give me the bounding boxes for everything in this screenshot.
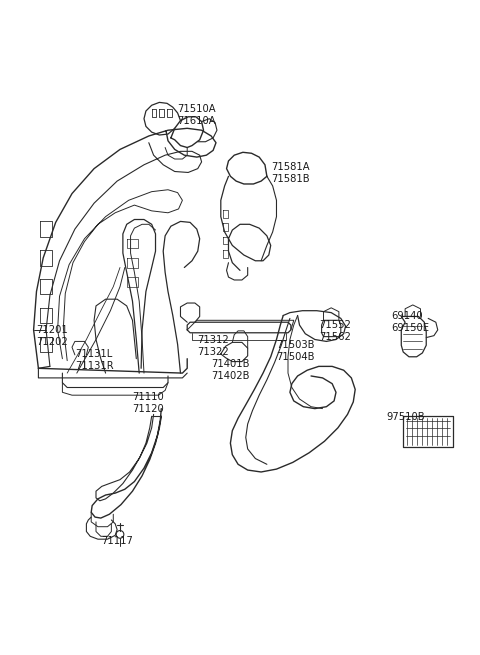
Text: 71552
71562: 71552 71562 xyxy=(319,320,350,343)
Text: 71201
71202: 71201 71202 xyxy=(36,325,68,347)
Text: 71401B
71402B: 71401B 71402B xyxy=(211,359,250,381)
Text: 71510A
71610A: 71510A 71610A xyxy=(178,104,216,126)
Text: 97510B: 97510B xyxy=(386,411,424,422)
Text: 71312
71322: 71312 71322 xyxy=(197,335,228,357)
Text: 71131L
71131R: 71131L 71131R xyxy=(75,349,113,371)
Text: 69140
69150E: 69140 69150E xyxy=(392,310,430,333)
Text: 71110
71120: 71110 71120 xyxy=(132,392,164,415)
Text: 71503B
71504B: 71503B 71504B xyxy=(276,339,315,362)
Text: 71581A
71581B: 71581A 71581B xyxy=(271,162,309,184)
Text: 71117: 71117 xyxy=(101,536,132,546)
